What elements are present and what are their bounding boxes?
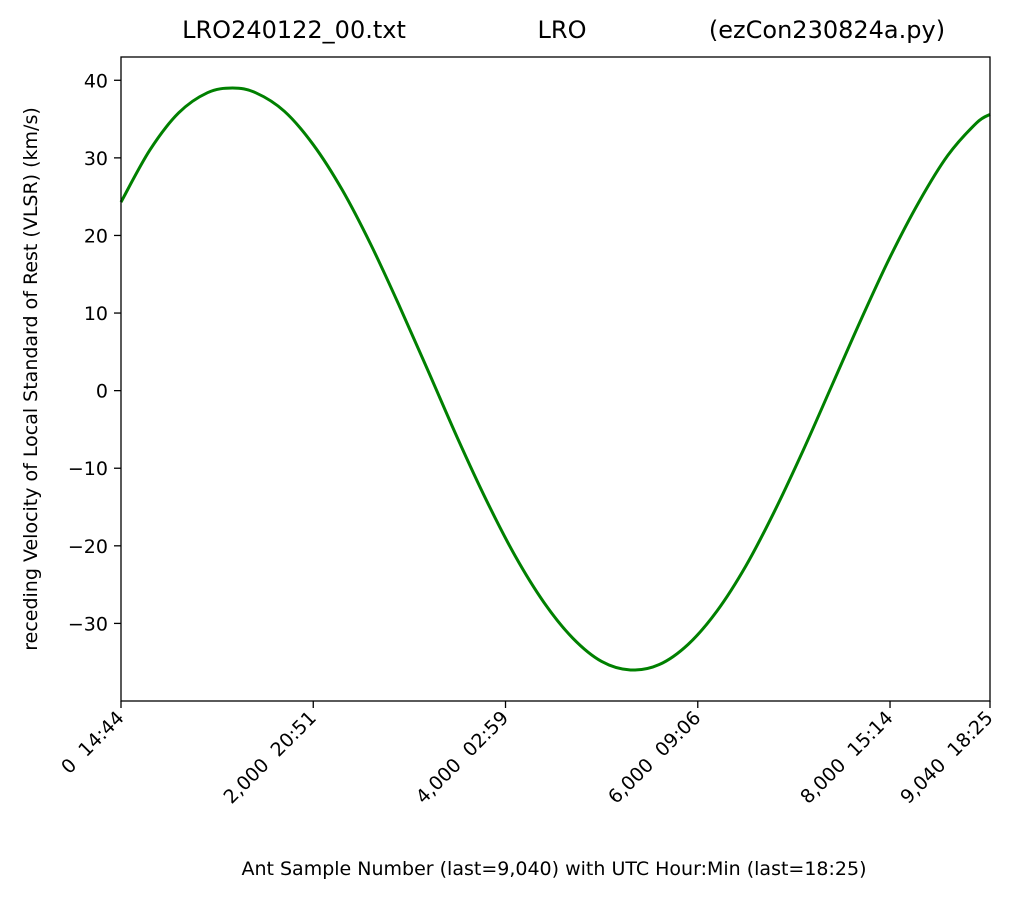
title-left: LRO240122_00.txt [182, 16, 406, 44]
y-axis: 40 30 20 10 0 −10 −20 −30 [68, 70, 121, 635]
x-tick-label: 9,040 18:25 [896, 707, 997, 808]
y-axis-label: receding Velocity of Local Standard of R… [20, 107, 42, 651]
x-axis: 0 14:44 2,000 20:51 4,000 02:59 6,000 09:06… [57, 701, 998, 808]
y-tick-label: −20 [68, 536, 108, 558]
y-tick-label: 20 [84, 225, 108, 247]
title-center: LRO [538, 16, 587, 44]
y-tick-label: −10 [68, 458, 108, 480]
chart-title: LRO240122_00.txt LRO (ezCon230824a.py) [182, 16, 945, 44]
x-axis-label: Ant Sample Number (last=9,040) with UTC … [241, 858, 866, 880]
y-tick-label: 0 [96, 381, 108, 403]
y-tick-label: 10 [84, 303, 108, 325]
plot-area [119, 86, 991, 672]
x-tick-label: 4,000 02:59 [412, 707, 513, 808]
x-tick-label: 8,000 15:14 [796, 707, 897, 808]
y-tick-label: 40 [84, 70, 108, 92]
axes-frame [120, 56, 991, 702]
x-tick-label: 2,000 20:51 [220, 707, 321, 808]
y-tick-label: −30 [68, 613, 108, 635]
x-tick-label: 6,000 09:06 [604, 707, 705, 808]
x-tick-label: 0 14:44 [57, 707, 128, 778]
series-line-0 [119, 86, 991, 672]
y-tick-label: 30 [84, 148, 108, 170]
title-right: (ezCon230824a.py) [709, 16, 945, 44]
